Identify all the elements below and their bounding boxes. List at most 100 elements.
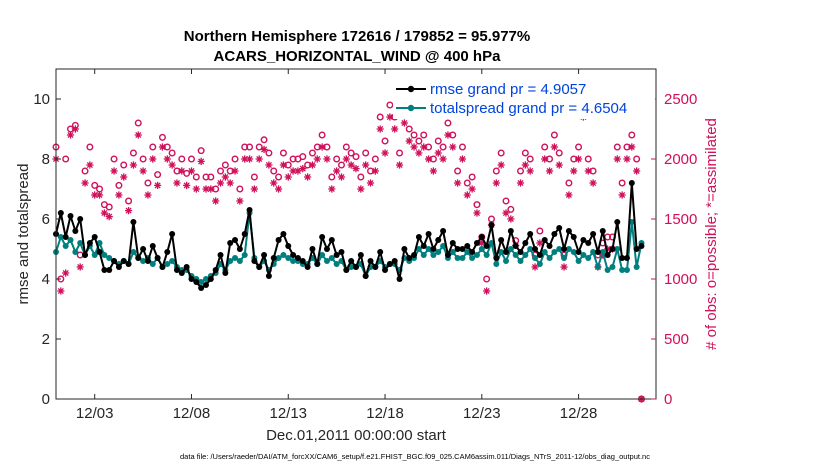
rmse-point — [619, 255, 626, 261]
assimilated-obs-point — [304, 173, 312, 181]
rmse-point — [401, 246, 408, 252]
assimilated-obs-point — [66, 131, 75, 139]
possible-obs-point — [279, 149, 287, 157]
legend-spread-label: totalspread grand pr = 4.6504 — [430, 100, 627, 117]
assimilated-obs-point — [357, 185, 365, 193]
possible-obs-point — [536, 227, 544, 235]
x-axis-label: Dec.01,2011 00:00:00 start — [266, 427, 447, 444]
rmse-point — [444, 252, 451, 258]
y-left-tick-label: 8 — [42, 151, 50, 168]
possible-obs-point — [458, 143, 466, 151]
possible-obs-point — [158, 133, 166, 141]
assimilated-obs-point — [342, 155, 350, 163]
possible-obs-point — [618, 179, 626, 187]
rmse-point — [188, 276, 195, 282]
possible-obs-point — [120, 161, 128, 169]
totalspread-point — [106, 255, 113, 261]
legend-rmse-marker — [407, 85, 415, 93]
rmse-point — [299, 258, 306, 264]
assimilated-obs-point — [183, 181, 191, 189]
possible-obs-point — [497, 149, 505, 157]
assimilated-obs-point — [531, 263, 539, 271]
possible-obs-point — [270, 167, 278, 175]
rmse-point — [164, 249, 171, 255]
possible-obs-point — [115, 181, 123, 189]
assimilated-obs-point — [574, 155, 583, 163]
rmse-point — [96, 249, 103, 255]
possible-obs-point — [521, 149, 529, 157]
assimilated-obs-point — [454, 179, 462, 187]
legend: rmse grand pr = 4.9057 totalspread grand… — [393, 75, 655, 119]
rmse-point — [222, 270, 229, 276]
possible-obs-point — [584, 155, 592, 163]
assimilated-obs-point — [115, 191, 123, 199]
assimilated-obs-point — [76, 263, 84, 271]
assimilated-obs-point — [613, 155, 621, 163]
assimilated-obs-point — [449, 143, 457, 151]
rmse-point — [353, 264, 359, 270]
rmse-point — [473, 240, 480, 246]
rmse-point — [580, 237, 587, 243]
assimilated-obs-point — [173, 179, 181, 187]
rmse-point — [638, 243, 645, 249]
assimilated-obs-point — [168, 161, 176, 169]
rmse-point — [125, 261, 132, 267]
assimilated-obs-point — [71, 125, 79, 133]
totalspread-point — [556, 246, 563, 252]
rmse-point — [236, 246, 243, 252]
rmse-point — [261, 252, 268, 258]
possible-obs-point — [154, 171, 162, 179]
assimilated-obs-point — [178, 167, 186, 175]
possible-obs-point — [342, 143, 350, 151]
assimilated-obs-point — [391, 125, 399, 133]
totalspread-point — [333, 261, 340, 267]
assimilated-obs-point — [541, 155, 549, 163]
rmse-point — [570, 234, 577, 240]
rmse-point — [140, 246, 147, 252]
rmse-point — [67, 213, 74, 219]
rmse-point — [469, 249, 476, 255]
possible-obs-point — [463, 179, 471, 187]
possible-obs-point — [91, 181, 99, 189]
rmse-point — [435, 237, 442, 243]
rmse-point — [328, 237, 335, 243]
assimilated-obs-point — [187, 167, 196, 175]
rmse-point — [101, 267, 108, 273]
totalspread-point — [420, 252, 427, 258]
totalspread-point — [551, 249, 558, 255]
totalspread-point — [198, 279, 205, 285]
assimilated-obs-point — [386, 113, 394, 121]
rmse-point — [115, 264, 122, 270]
rmse-point — [546, 243, 553, 249]
totalspread-point — [541, 249, 548, 255]
totalspread-point — [415, 246, 422, 252]
rmse-point — [207, 276, 214, 282]
possible-obs-point — [541, 143, 549, 151]
assimilated-obs-point — [628, 143, 636, 151]
assimilated-obs-point — [526, 167, 534, 175]
rmse-point — [256, 264, 263, 270]
possible-obs-point — [81, 167, 89, 175]
assimilated-obs-point — [521, 161, 529, 169]
totalspread-point — [594, 264, 601, 270]
assimilated-obs-point — [57, 287, 65, 295]
assimilated-obs-point — [120, 173, 128, 181]
assimilated-obs-point — [299, 165, 307, 173]
assimilated-obs-point — [555, 161, 563, 169]
assimilated-obs-point — [458, 155, 467, 163]
rmse-point — [159, 264, 166, 270]
assimilated-obs-point — [274, 185, 283, 193]
assimilated-obs-point — [381, 149, 389, 157]
rmse-point — [430, 246, 437, 252]
assimilated-obs-point — [633, 167, 641, 175]
totalspread-point — [532, 255, 539, 261]
totalspread-point — [236, 258, 243, 264]
rmse-point — [130, 219, 137, 225]
totalspread-point — [440, 243, 447, 249]
possible-obs-point — [110, 155, 118, 163]
possible-obs-point — [381, 137, 389, 145]
rmse-point — [454, 246, 461, 252]
rmse-point — [212, 267, 219, 273]
rmse-point — [478, 234, 485, 240]
assimilated-obs-point — [124, 207, 133, 215]
